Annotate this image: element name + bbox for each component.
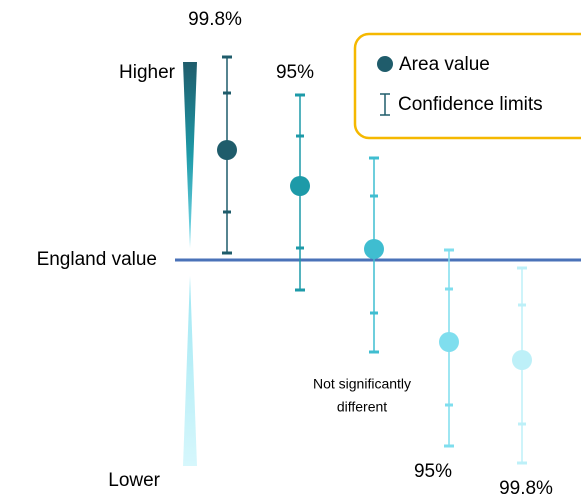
area-value <box>217 140 237 160</box>
note: Not significantly <box>313 376 411 392</box>
level-label: 99.8% <box>499 478 553 499</box>
note: different <box>337 399 387 415</box>
area-value <box>512 350 532 370</box>
area-value <box>364 239 384 259</box>
scale-arrows <box>183 62 197 466</box>
higher-label: Higher <box>119 62 176 83</box>
lower-label: Lower <box>108 470 160 491</box>
level-label: 95% <box>276 62 314 83</box>
level-label: 99.8% <box>188 9 242 30</box>
legend: Area value Confidence limits <box>353 32 581 140</box>
legend-label: Confidence limits <box>398 94 543 115</box>
area-value <box>290 176 310 196</box>
area-value <box>439 332 459 352</box>
legend-label: Area value <box>399 54 490 75</box>
intervals <box>217 55 532 465</box>
england-label: England value <box>37 249 157 270</box>
level-label: 95% <box>414 461 452 482</box>
